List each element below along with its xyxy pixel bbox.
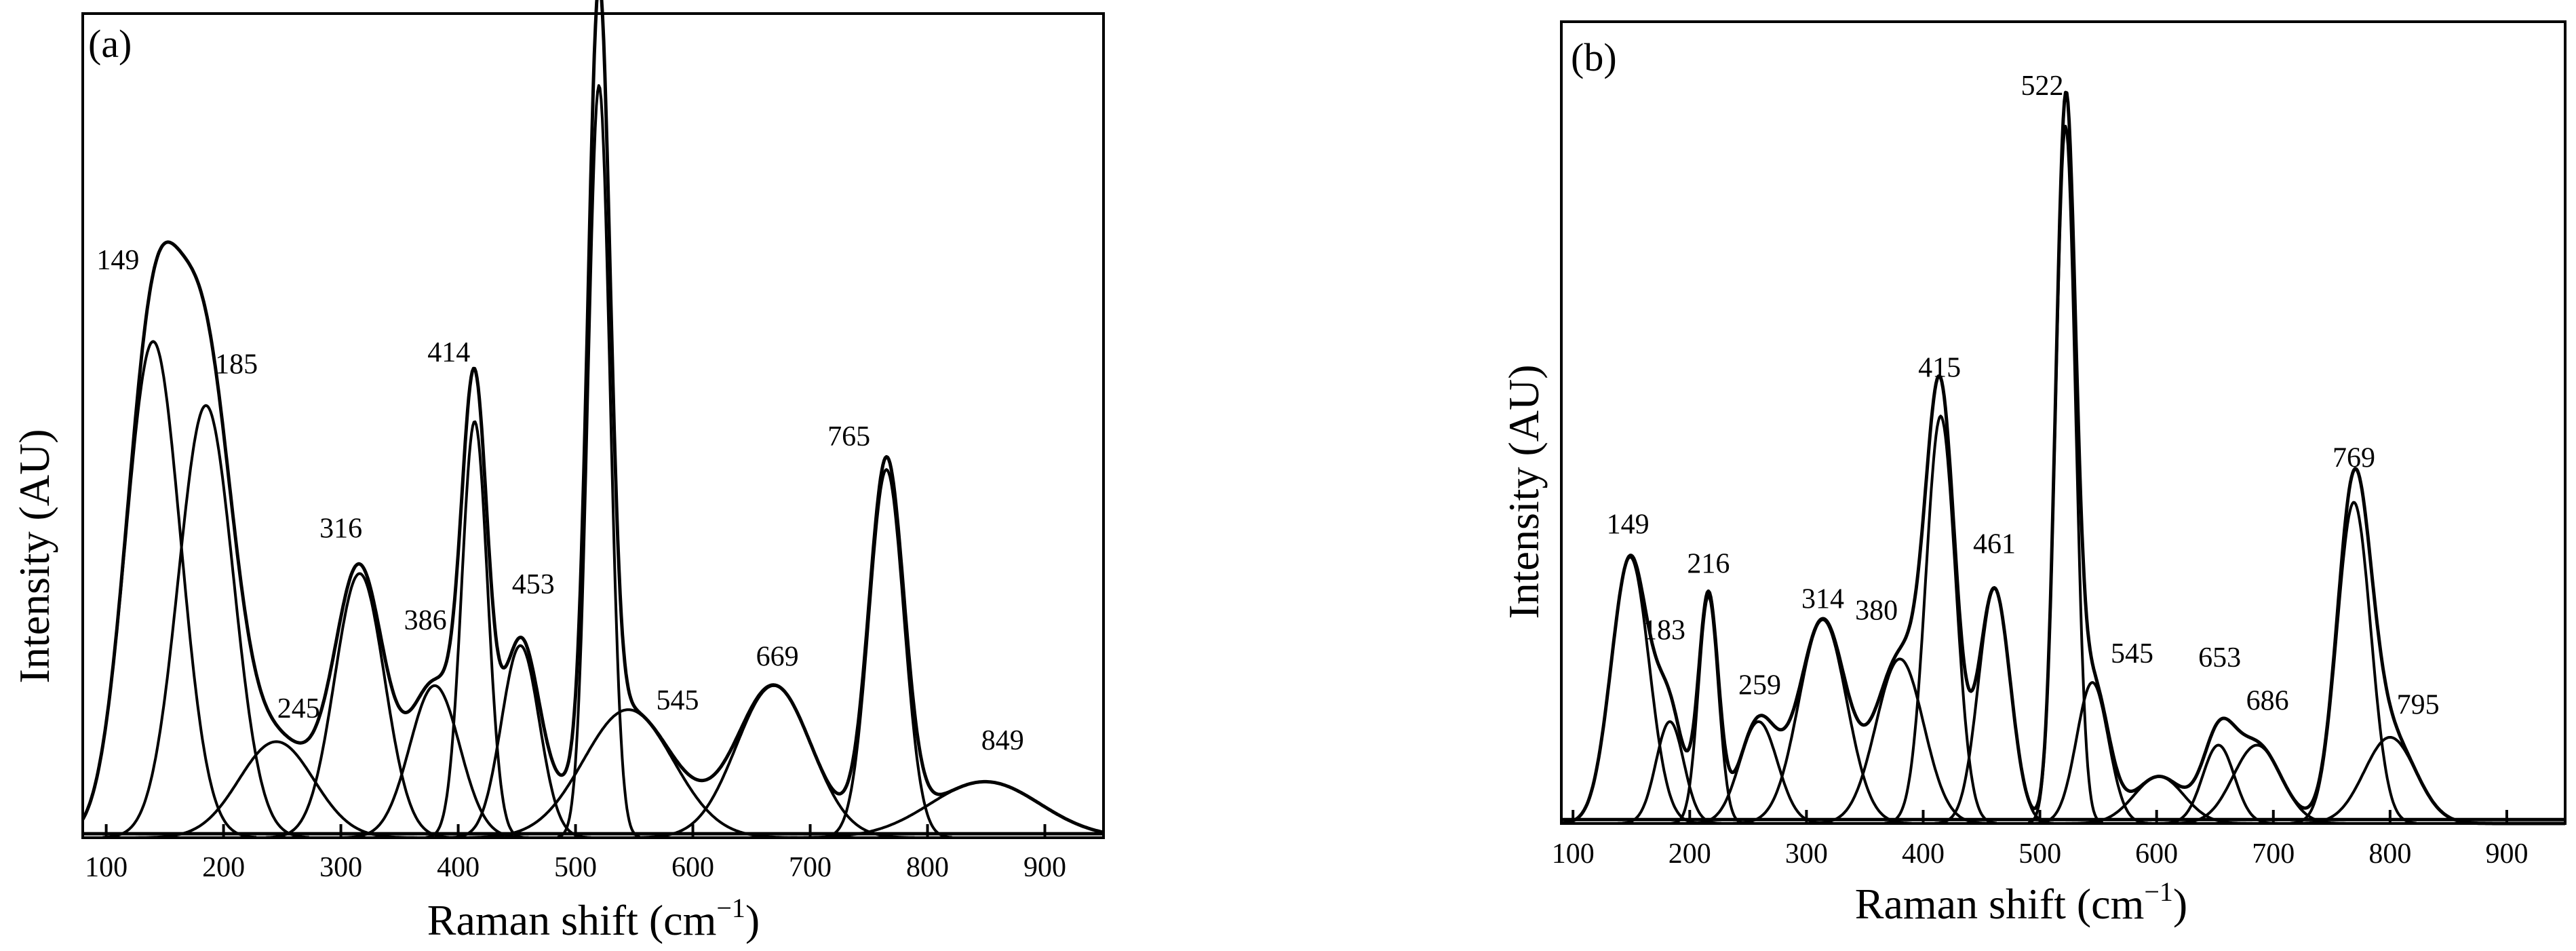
chart-panel-a: (a) Intensity (AU) Raman shift (cm−1) 10…: [10, 0, 1105, 944]
peak-label-386: 386: [404, 605, 447, 636]
x-axis-label-b: Raman shift (cm−1): [1855, 876, 2187, 928]
envelope-curve: [81, 0, 1104, 834]
curves-b: [1561, 90, 2566, 826]
fit-peak-149: [1561, 556, 1701, 825]
peak-label-653: 653: [2198, 642, 2241, 674]
x-tick-label-500: 500: [2018, 838, 2061, 870]
fit-peak-769: [2290, 501, 2417, 825]
x-tick-label-300: 300: [319, 852, 362, 883]
peak-label-149: 149: [96, 245, 139, 276]
fit-peak-765: [820, 468, 953, 839]
chart-panel-b: (b) Intensity (AU) Raman shift (cm−1) 10…: [1500, 20, 2567, 928]
x-axis-label-a-text: Raman shift (cm: [427, 896, 717, 944]
fit-peak-140: [81, 340, 257, 839]
panel-label-a: (a): [88, 22, 132, 66]
x-tick-label-100: 100: [1552, 838, 1595, 870]
x-axis-label-a-close: ): [745, 896, 760, 944]
peak-label-316: 316: [319, 513, 362, 545]
fit-peak-522: [2027, 125, 2103, 825]
peak-label-765: 765: [827, 421, 870, 452]
fit-peak-259: [1687, 720, 1829, 825]
peak-label-686: 686: [2246, 686, 2289, 717]
x-axis-label-b-text: Raman shift (cm: [1855, 880, 2145, 928]
fit-peak-545: [459, 708, 798, 839]
peak-label-849: 849: [981, 725, 1024, 756]
peak-label-461: 461: [1973, 529, 2016, 560]
fit-peak-653: [2158, 743, 2278, 825]
fit-peak-380: [1810, 657, 1989, 825]
x-tick-label-900: 900: [2485, 838, 2528, 870]
x-axis-label-a: Raman shift (cm−1): [427, 893, 760, 944]
x-tick-label-900: 900: [1023, 852, 1066, 883]
peak-label-545: 545: [657, 685, 699, 716]
peak-label-314: 314: [1801, 583, 1844, 615]
x-tick-label-100: 100: [85, 852, 128, 883]
fit-peak-545: [2032, 681, 2152, 825]
x-tick-label-200: 200: [202, 852, 245, 883]
fit-peak-686: [2167, 743, 2347, 825]
fit-peak-380: [340, 684, 529, 839]
fit-peak-415: [1884, 414, 1997, 825]
peak-label-380: 380: [1855, 596, 1898, 627]
envelope-curve: [1561, 90, 2566, 826]
fit-peak-216: [1671, 595, 1746, 825]
fit-peak-461: [1934, 587, 2054, 825]
fit-peak-602: [2065, 775, 2253, 825]
x-axis-label-b-sup: −1: [2144, 876, 2173, 907]
peak-label-453: 453: [512, 569, 555, 600]
x-tick-label-400: 400: [437, 852, 480, 883]
peak-label-216: 216: [1687, 548, 1730, 579]
curves-a: [81, 0, 1104, 839]
peak-label-669: 669: [756, 641, 799, 672]
x-tick-label-300: 300: [1785, 838, 1828, 870]
peak-label-259: 259: [1738, 669, 1781, 701]
panel-label-b: (b): [1571, 35, 1617, 79]
x-tick-label-800: 800: [906, 852, 949, 883]
x-tick-label-500: 500: [554, 852, 597, 883]
x-tick-label-800: 800: [2368, 838, 2411, 870]
y-axis-label-b: Intensity (AU): [1500, 364, 1548, 619]
peak-label-769: 769: [2333, 442, 2375, 473]
fit-peak-185: [102, 404, 310, 839]
peak-label-522: 522: [2021, 71, 2064, 102]
x-tick-label-400: 400: [1902, 838, 1945, 870]
x-tick-label-700: 700: [789, 852, 832, 883]
x-axis-label-b-close: ): [2173, 880, 2187, 928]
fit-peak-183: [1617, 720, 1722, 825]
x-tick-label-600: 600: [671, 852, 714, 883]
x-ticks-b: 100 200 300 400 500 600 700 800 900: [1552, 810, 2528, 870]
peak-label-795: 795: [2397, 689, 2440, 720]
x-tick-label-600: 600: [2135, 838, 2178, 870]
fit-peak-520: [557, 84, 640, 839]
plot-frame-b: [1560, 20, 2567, 825]
peak-label-183: 183: [1643, 615, 1685, 646]
fit-peak-849: [778, 780, 1104, 839]
fit-peak-316: [265, 572, 454, 839]
x-axis-label-a-sup: −1: [716, 893, 745, 923]
peak-label-185: 185: [215, 349, 258, 381]
x-tick-label-700: 700: [2252, 838, 2295, 870]
peak-labels-a: 149185245316386414453520545669765849: [96, 0, 1023, 756]
x-ticks-a: 100 200 300 400 500 600 700 800 900: [85, 824, 1066, 883]
peak-label-545: 545: [2111, 638, 2153, 669]
x-tick-label-200: 200: [1668, 838, 1711, 870]
fit-peak-414: [425, 420, 524, 839]
peak-label-149: 149: [1607, 509, 1650, 541]
y-axis-label-a: Intensity (AU): [10, 429, 58, 683]
plot-frame-a: [81, 12, 1105, 839]
peak-label-415: 415: [1918, 353, 1961, 384]
peak-label-245: 245: [277, 693, 320, 724]
peak-label-414: 414: [427, 337, 470, 368]
